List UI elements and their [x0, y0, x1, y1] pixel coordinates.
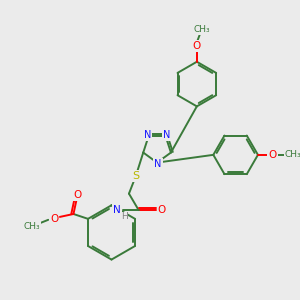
Text: O: O — [73, 190, 82, 200]
Text: N: N — [163, 130, 170, 140]
Text: N: N — [144, 130, 151, 140]
Text: CH₃: CH₃ — [284, 150, 300, 159]
Text: N: N — [154, 159, 162, 169]
Text: S: S — [132, 171, 139, 181]
Text: O: O — [193, 41, 201, 51]
Text: CH₃: CH₃ — [194, 25, 210, 34]
Text: O: O — [158, 205, 166, 215]
Text: O: O — [268, 150, 277, 160]
Text: CH₃: CH₃ — [23, 222, 40, 231]
Text: H: H — [121, 212, 128, 221]
Text: N: N — [113, 205, 121, 215]
Text: O: O — [50, 214, 58, 224]
